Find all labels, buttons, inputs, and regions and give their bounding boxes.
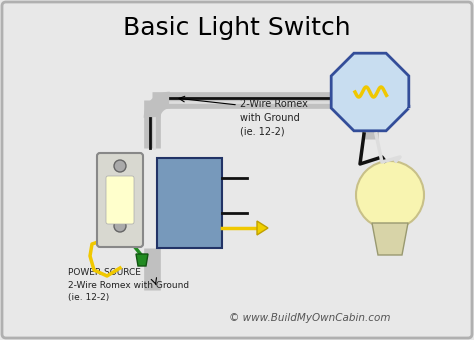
FancyBboxPatch shape [106,176,134,224]
Text: © www.BuildMyOwnCabin.com: © www.BuildMyOwnCabin.com [229,313,391,323]
Polygon shape [331,53,409,131]
Circle shape [356,161,424,229]
FancyBboxPatch shape [97,153,143,247]
Polygon shape [136,254,148,266]
Text: Basic Light Switch: Basic Light Switch [123,16,351,40]
Circle shape [114,220,126,232]
Text: POWER SOURCE
2-Wire Romex with Ground
(ie. 12-2): POWER SOURCE 2-Wire Romex with Ground (i… [68,268,189,302]
Text: 2-Wire Romex
with Ground
(ie. 12-2): 2-Wire Romex with Ground (ie. 12-2) [240,99,308,137]
FancyBboxPatch shape [2,2,472,338]
Circle shape [114,160,126,172]
Polygon shape [257,221,268,235]
Polygon shape [372,223,408,255]
FancyBboxPatch shape [157,158,222,248]
